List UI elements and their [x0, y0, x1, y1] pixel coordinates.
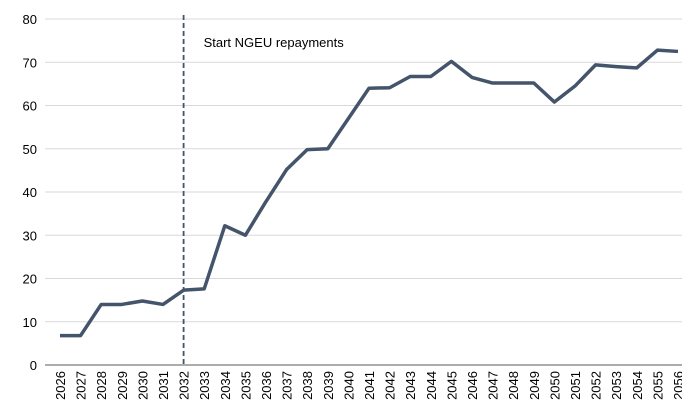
x-tick-label: 2048	[506, 371, 521, 400]
x-tick-label: 2039	[321, 371, 336, 400]
y-tick-label: 30	[23, 228, 37, 243]
x-tick-label: 2055	[650, 371, 665, 400]
x-tick-label: 2054	[630, 371, 645, 400]
x-tick-label: 2042	[383, 371, 398, 400]
x-tick-label: 2027	[74, 371, 89, 400]
x-tick-label: 2034	[218, 371, 233, 400]
x-tick-label: 2036	[259, 371, 274, 400]
x-tick-label: 2041	[362, 371, 377, 400]
x-tick-label: 2043	[403, 371, 418, 400]
y-tick-label: 50	[23, 142, 37, 157]
y-tick-label: 70	[23, 55, 37, 70]
x-tick-label: 2044	[424, 371, 439, 400]
x-tick-label: 2038	[300, 371, 315, 400]
x-tick-label: 2046	[465, 371, 480, 400]
x-tick-label: 2047	[486, 371, 501, 400]
y-tick-label: 10	[23, 315, 37, 330]
y-tick-label: 40	[23, 185, 37, 200]
x-tick-label: 2035	[238, 371, 253, 400]
x-tick-label: 2050	[547, 371, 562, 400]
y-tick-label: 60	[23, 99, 37, 114]
x-tick-label: 2030	[135, 371, 150, 400]
x-tick-label: 2056	[671, 371, 682, 400]
x-tick-label: 2040	[341, 371, 356, 400]
x-tick-label: 2049	[527, 371, 542, 400]
x-tick-label: 2032	[177, 371, 192, 400]
data-line	[60, 48, 679, 338]
x-tick-label: 2026	[53, 371, 68, 400]
x-tick-label: 2031	[156, 371, 171, 400]
x-tick-label: 2029	[115, 371, 130, 400]
x-tick-label: 2033	[197, 371, 212, 400]
x-tick-label: 2051	[568, 371, 583, 400]
y-tick-label: 20	[23, 272, 37, 287]
x-tick-label: 2028	[94, 371, 109, 400]
y-tick-label: 0	[30, 358, 37, 373]
x-tick-label: 2037	[280, 371, 295, 400]
x-tick-label: 2053	[609, 371, 624, 400]
y-tick-label: 80	[23, 12, 37, 27]
x-tick-label: 2052	[589, 371, 604, 400]
x-tick-label: 2045	[444, 371, 459, 400]
annotation-text: Start NGEU repayments	[204, 35, 345, 50]
